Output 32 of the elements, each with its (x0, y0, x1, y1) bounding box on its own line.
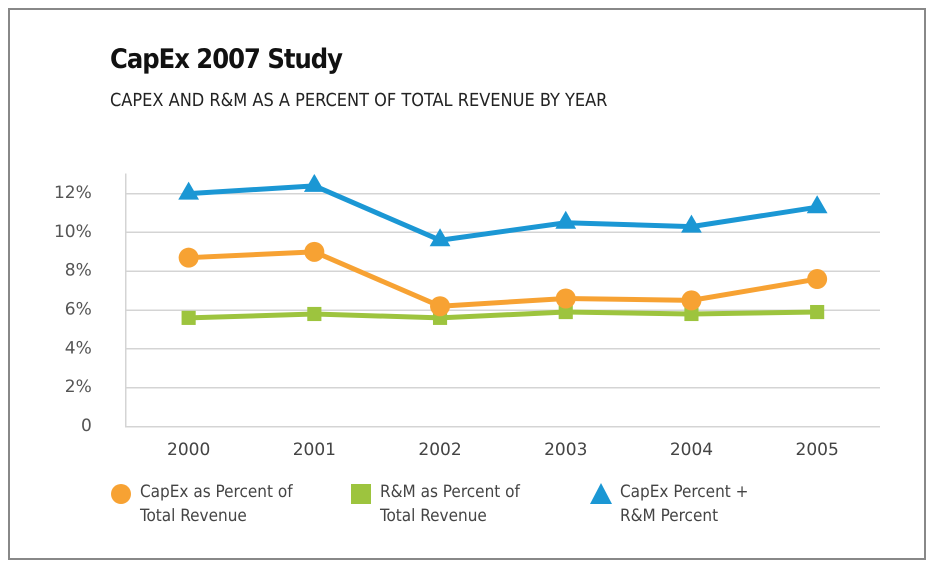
y-tick-label: 0 (80, 416, 92, 436)
point (556, 288, 576, 308)
point (681, 214, 702, 233)
legend-label: R&M as Percent of Total Revenue (380, 481, 522, 528)
point (307, 306, 322, 322)
legend-label: CapEx Percent + R&M Percent (620, 481, 750, 528)
x-tick-label: 2000 (167, 440, 210, 460)
y-tick-label: 8% (64, 260, 92, 281)
point (182, 310, 196, 325)
x-tick-label: 2005 (796, 440, 839, 460)
point (178, 182, 200, 200)
y-tick-label: 2% (64, 377, 92, 398)
x-tick-label: 2002 (418, 440, 462, 460)
y-tick-label: 10% (54, 222, 92, 242)
point (555, 210, 576, 229)
point (178, 248, 199, 268)
point (304, 242, 324, 262)
x-tick-label: 2001 (292, 440, 336, 460)
point (430, 228, 450, 246)
x-tick-label: 2004 (670, 440, 714, 460)
point (807, 269, 828, 290)
legend-label: CapEx as Percent of Total Revenue (140, 481, 294, 528)
point (681, 290, 702, 310)
chart-title: CapEx 2007 Study (110, 44, 342, 75)
point (430, 296, 450, 316)
y-tick-label: 4% (64, 338, 92, 358)
y-tick-label: 12% (54, 183, 92, 204)
point (806, 195, 828, 214)
y-tick-label: 6% (64, 300, 92, 320)
x-tick-label: 2003 (544, 440, 588, 460)
point (810, 304, 824, 320)
chart-subtitle: CAPEX AND R&M AS A PERCENT OF TOTAL REVENUE BY YEAR (110, 90, 608, 111)
